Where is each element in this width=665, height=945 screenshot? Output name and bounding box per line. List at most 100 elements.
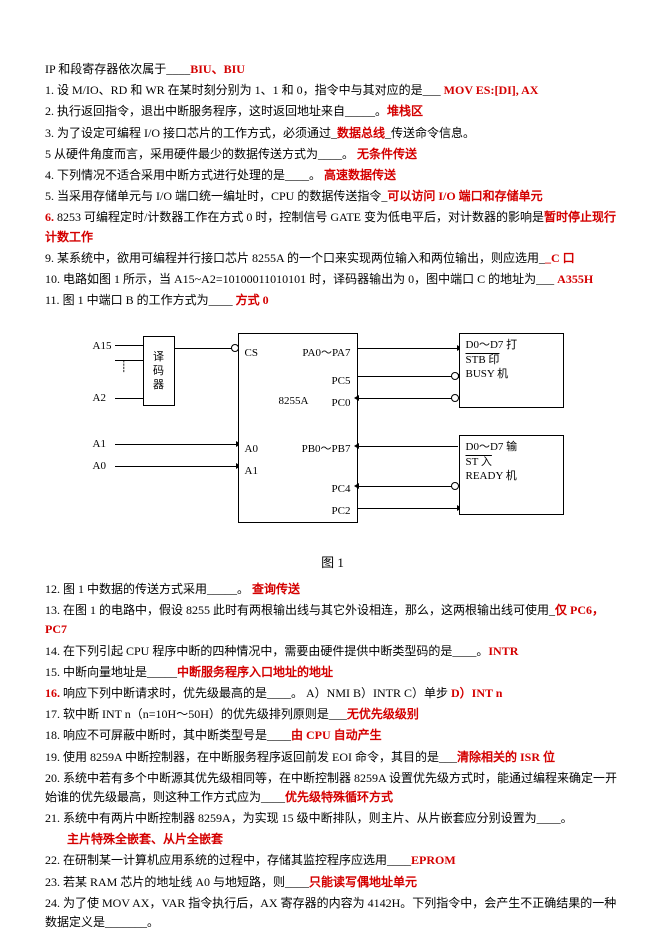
chip-name: 8255A xyxy=(279,394,309,408)
dots-icon: ┊ xyxy=(121,359,128,377)
q17-ans: 无优先级级别 xyxy=(347,707,419,721)
wire xyxy=(358,508,458,509)
q20-num: 20. xyxy=(45,771,63,785)
q24-text: 为了使 MOV AX，VAR 指令执行后，AX 寄存器的内容为 4142H。下列… xyxy=(45,896,616,929)
q19-ans: 清除相关的 ISR 位 xyxy=(457,750,555,764)
wire xyxy=(358,486,458,487)
q6-num: 6. xyxy=(45,210,57,224)
q5-ans: 无条件传送 xyxy=(357,147,417,161)
q12-text: 图 1 中数据的传送方式采用_____。 xyxy=(63,582,252,596)
question-14: 14. 在下列引起 CPU 程序中断的四种情况中，需要由硬件提供中断类型码的是_… xyxy=(45,642,620,661)
q11-text: 图 1 中端口 B 的工作方式为____ xyxy=(63,293,236,307)
q5b-num: 5. xyxy=(45,189,57,203)
q16-num: 16. xyxy=(45,686,63,700)
question-24: 24. 为了使 MOV AX，VAR 指令执行后，AX 寄存器的内容为 4142… xyxy=(45,894,620,932)
question-3: 3. 为了设定可编程 I/O 接口芯片的工作方式，必须通过_数据总线_传送命令信… xyxy=(45,124,620,143)
q23-text: 若某 RAM 芯片的地址线 A0 与地短路，则____ xyxy=(63,875,309,889)
wire xyxy=(358,348,458,349)
q18-ans: 由 CPU 自动产生 xyxy=(291,728,382,742)
input-d0d7: D0～D7 输 xyxy=(466,440,557,454)
q23-num: 23. xyxy=(45,875,63,889)
q11-num: 11. xyxy=(45,293,63,307)
question-13: 13. 在图 1 的电路中，假设 8255 此时有两根输出线与其它外设相连，那么… xyxy=(45,601,620,639)
q17-text: 软中断 INT n（n=10H～50H）的优先级排列原则是___ xyxy=(63,707,347,721)
wire xyxy=(358,446,458,447)
wire xyxy=(115,466,237,467)
q15-ans: 中断服务程序入口地址的地址 xyxy=(177,665,333,679)
question-17: 17. 软中断 INT n（n=10H～50H）的优先级排列原则是___无优先级… xyxy=(45,705,620,724)
question-16: 16. 响应下列中断请求时，优先级最高的是____。 A）NMI B）INTR … xyxy=(45,684,620,703)
question-22: 22. 在研制某一计算机应用系统的过程中，存储其监控程序应选用____EPROM xyxy=(45,851,620,870)
q4-text: 下列情况不适合采用中断方式进行处理的是____。 xyxy=(57,168,324,182)
pb-label: PB0～PB7 xyxy=(302,442,351,456)
q17-num: 17. xyxy=(45,707,63,721)
pc5-label: PC5 xyxy=(332,374,351,388)
question-11: 11. 图 1 中端口 B 的工作方式为____ 方式 0 xyxy=(45,291,620,310)
inverter-circle-icon xyxy=(451,482,459,490)
q22-text: 在研制某一计算机应用系统的过程中，存储其监控程序应选用____ xyxy=(63,853,411,867)
pin-a0: A0 xyxy=(93,458,106,476)
question-6: 6. 8253 可编程定时/计数器工作在方式 0 时，控制信号 GATE 变为低… xyxy=(45,208,620,246)
question-10: 10. 电路如图 1 所示，当 A15~A2=10100011010101 时，… xyxy=(45,270,620,289)
q4-num: 4. xyxy=(45,168,57,182)
inverter-circle-icon xyxy=(451,394,459,402)
printer-stb: STB 印 xyxy=(466,353,557,367)
wire xyxy=(115,360,143,361)
q10-text: 电路如图 1 所示，当 A15~A2=10100011010101 时，译码器输… xyxy=(63,272,557,286)
question-5b: 5. 当采用存储单元与 I/O 端口统一编址时，CPU 的数据传送指令_可以访问… xyxy=(45,187,620,206)
wire xyxy=(358,398,458,399)
question-4: 4. 下列情况不适合采用中断方式进行处理的是____。 高速数据传送 xyxy=(45,166,620,185)
q13-num: 13. xyxy=(45,603,63,617)
q9-ans: _C 口 xyxy=(545,251,575,265)
q14-num: 14. xyxy=(45,644,63,658)
pin-a1: A1 xyxy=(93,436,106,454)
printer-busy: BUSY 机 xyxy=(466,367,557,381)
q11-ans: 方式 0 xyxy=(236,293,269,307)
q16-text: 响应下列中断请求时，优先级最高的是____。 A）NMI B）INTR C）单步 xyxy=(63,686,451,700)
question-23: 23. 若某 RAM 芯片的地址线 A0 与地短路，则____只能读写偶地址单元 xyxy=(45,873,620,892)
question-5a: 5 从硬件角度而言，采用硬件最少的数据传送方式为____。 无条件传送 xyxy=(45,145,620,164)
wire xyxy=(358,376,458,377)
pc0-label: PC0 xyxy=(332,396,351,410)
q0-text: IP 和段寄存器依次属于____ xyxy=(45,62,190,76)
question-21: 21. 系统中有两片中断控制器 8259A，为实现 15 级中断排队，则主片、从… xyxy=(45,809,620,828)
question-2: 2. 执行返回指令，退出中断服务程序，这时返回地址来自_____。堆栈区 xyxy=(45,102,620,121)
question-12: 12. 图 1 中数据的传送方式采用_____。 查询传送 xyxy=(45,580,620,599)
q16-ans: D）INT n xyxy=(451,686,502,700)
q21-text: 系统中有两片中断控制器 8259A，为实现 15 级中断排队，则主片、从片嵌套应… xyxy=(63,811,573,825)
inverter-circle-icon xyxy=(451,372,459,380)
q19-num: 19. xyxy=(45,750,63,764)
q23-ans: 只能读写偶地址单元 xyxy=(309,875,417,889)
question-18: 18. 响应不可屏蔽中断时，其中断类型号是____由 CPU 自动产生 xyxy=(45,726,620,745)
q5-num: 5 xyxy=(45,147,54,161)
a1-label: A1 xyxy=(245,464,258,478)
q14-ans: INTR xyxy=(488,644,518,658)
question-9: 9. 某系统中，欲用可编程并行接口芯片 8255A 的一个口来实现两位输入和两位… xyxy=(45,249,620,268)
q22-num: 22. xyxy=(45,853,63,867)
q24-num: 24. xyxy=(45,896,63,910)
question-19: 19. 使用 8259A 中断控制器，在中断服务程序返回前发 EOI 命令，其目… xyxy=(45,748,620,767)
q5b-text: 当采用存储单元与 I/O 端口统一编址时，CPU 的数据传送指令_ xyxy=(57,189,387,203)
decoder-box: 译 码 器 xyxy=(143,336,175,406)
input-ready: READY 机 xyxy=(466,469,557,483)
q4-ans: 高速数据传送 xyxy=(324,168,396,182)
circuit-diagram: 译 码 器 A15 A2 A1 A0 ┊ CS A0 A1 8255A PA0～… xyxy=(93,318,573,548)
wire xyxy=(175,348,233,349)
wire xyxy=(115,345,143,346)
q18-num: 18. xyxy=(45,728,63,742)
pa-label: PA0～PA7 xyxy=(302,346,350,360)
pc4-label: PC4 xyxy=(332,482,351,496)
q3-suffix: _传送命令信息。 xyxy=(385,126,475,140)
q5b-ans: 可以访问 I/O 端口和存储单元 xyxy=(387,189,542,203)
printer-d0d7: D0～D7 打 xyxy=(466,338,557,352)
input-st: ST 入 xyxy=(466,455,557,469)
q1-text: 设 M/IO、RD 和 WR 在某时刻分别为 1、1 和 0，指令中与其对应的是… xyxy=(57,83,441,97)
figure-caption: 图 1 xyxy=(45,553,620,574)
input-device-box: D0～D7 输 ST 入 READY 机 xyxy=(459,435,564,515)
question-20: 20. 系统中若有多个中断源其优先级相同等，在中断控制器 8259A 设置优先级… xyxy=(45,769,620,807)
q5-text: 从硬件角度而言，采用硬件最少的数据传送方式为____。 xyxy=(54,147,357,161)
question-15: 15. 中断向量地址是_____中断服务程序入口地址的地址 xyxy=(45,663,620,682)
wire xyxy=(115,398,143,399)
q9-num: 9. xyxy=(45,251,57,265)
wire xyxy=(115,444,237,445)
